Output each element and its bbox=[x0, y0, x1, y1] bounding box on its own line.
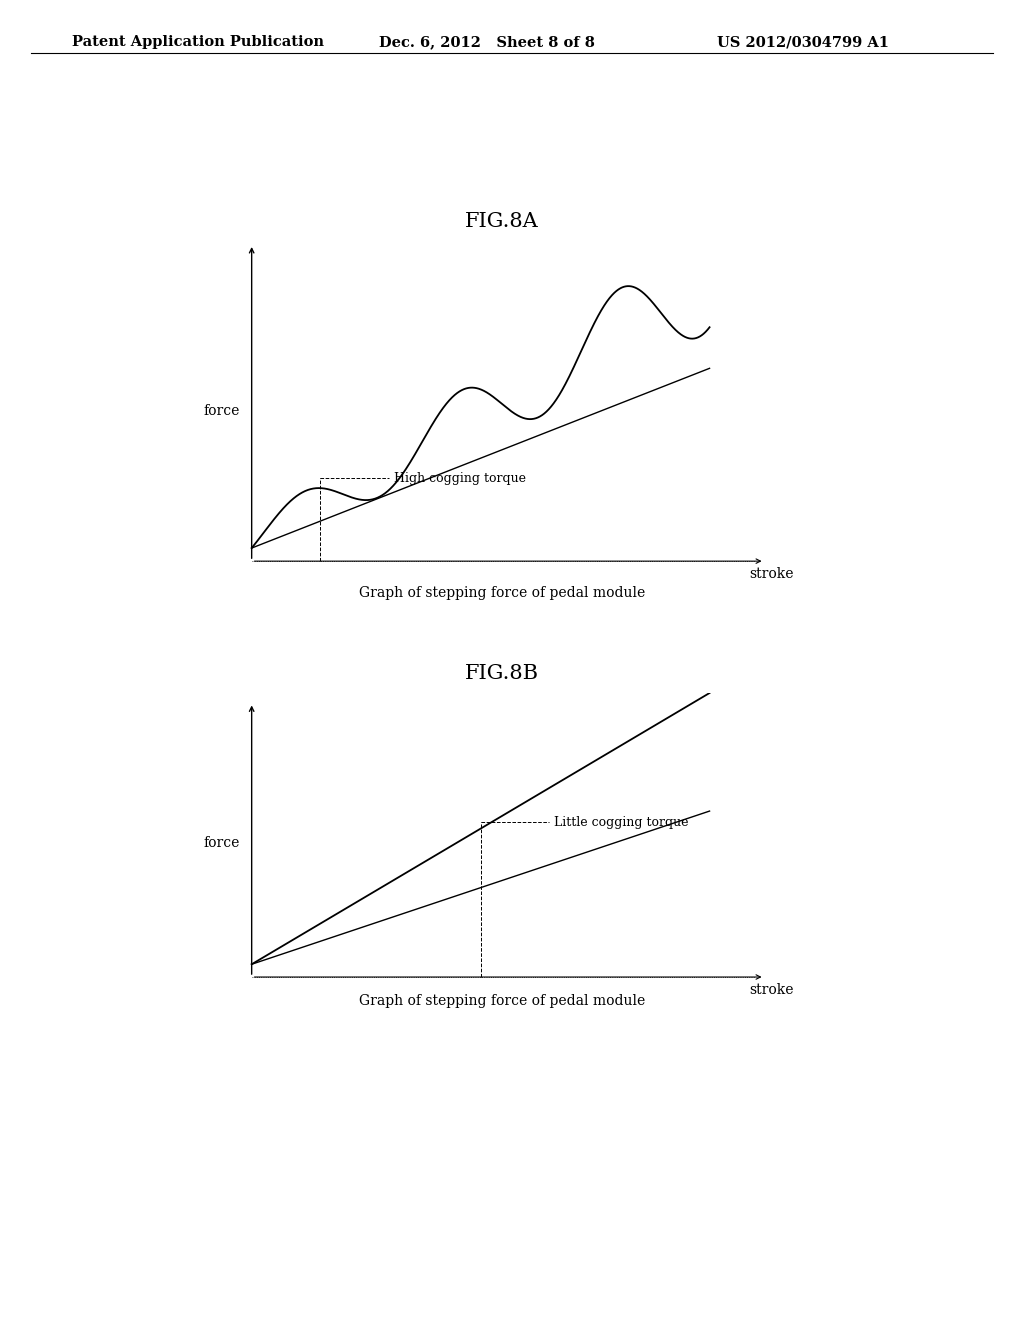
Text: Graph of stepping force of pedal module: Graph of stepping force of pedal module bbox=[358, 586, 645, 601]
Text: force: force bbox=[204, 836, 240, 850]
Text: force: force bbox=[204, 404, 240, 418]
Text: FIG.8B: FIG.8B bbox=[465, 664, 539, 682]
Text: Dec. 6, 2012   Sheet 8 of 8: Dec. 6, 2012 Sheet 8 of 8 bbox=[379, 36, 595, 49]
Text: High cogging torque: High cogging torque bbox=[393, 471, 525, 484]
Text: US 2012/0304799 A1: US 2012/0304799 A1 bbox=[717, 36, 889, 49]
Text: Graph of stepping force of pedal module: Graph of stepping force of pedal module bbox=[358, 994, 645, 1008]
Text: FIG.8A: FIG.8A bbox=[465, 213, 539, 231]
Text: stroke: stroke bbox=[750, 568, 794, 581]
Text: Patent Application Publication: Patent Application Publication bbox=[72, 36, 324, 49]
Text: stroke: stroke bbox=[750, 983, 794, 997]
Text: Little cogging torque: Little cogging torque bbox=[554, 816, 688, 829]
